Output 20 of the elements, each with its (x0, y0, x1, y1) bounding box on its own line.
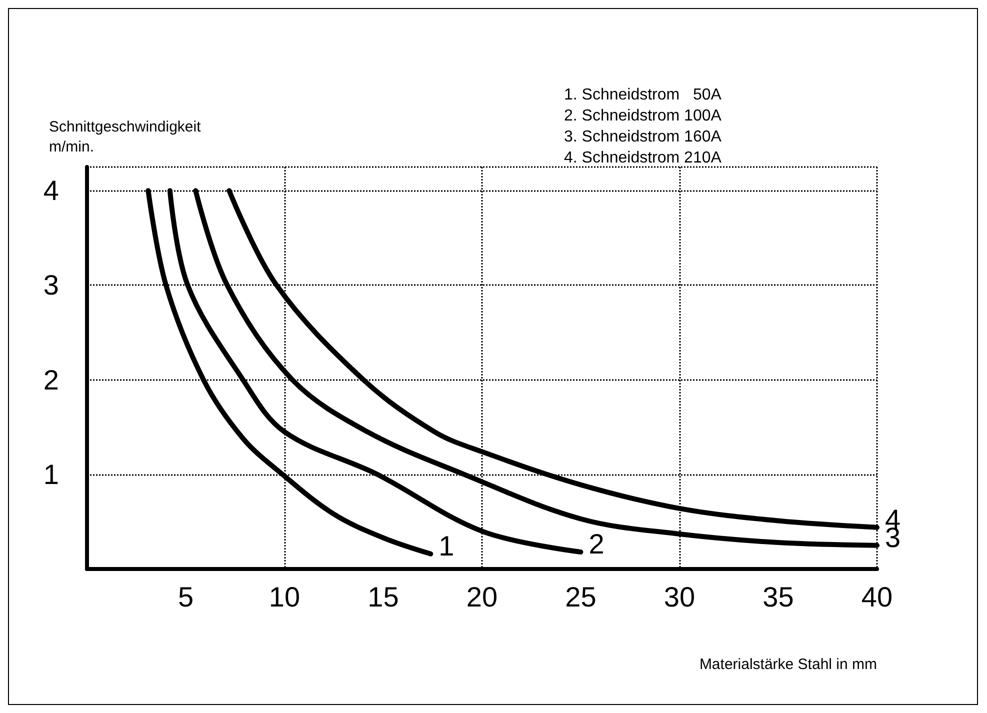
text: 1. Schneidstrom 50A (564, 86, 722, 104)
x-tick-label: 20 (466, 582, 498, 612)
series-label: 1 (438, 530, 454, 562)
x-tick-label: 30 (664, 582, 696, 612)
y-tick-label: 4 (43, 175, 59, 206)
y-tick-label: 2 (43, 364, 59, 396)
x-axis-title: Materialstärke Stahl in mm (699, 656, 877, 673)
text: 3. Schneidstrom 160A (564, 128, 722, 146)
y-axis-title: Schnittgeschwindigkeit m/min. (49, 118, 205, 156)
series-label: 2 (588, 528, 604, 560)
text: 4. Schneidstrom 210A (564, 150, 722, 166)
y-tick-label: 1 (43, 458, 59, 490)
x-tick-label: 10 (268, 582, 300, 612)
x-tick-label: 35 (762, 582, 794, 612)
y-tick-label: 3 (43, 270, 59, 301)
text: 2. Schneidstrom 100A (564, 108, 722, 124)
x-tick-label: 15 (368, 582, 399, 612)
x-tick-label: 40 (861, 582, 893, 612)
x-tick-label: 25 (565, 582, 596, 612)
x-tick-label: 5 (178, 582, 194, 612)
